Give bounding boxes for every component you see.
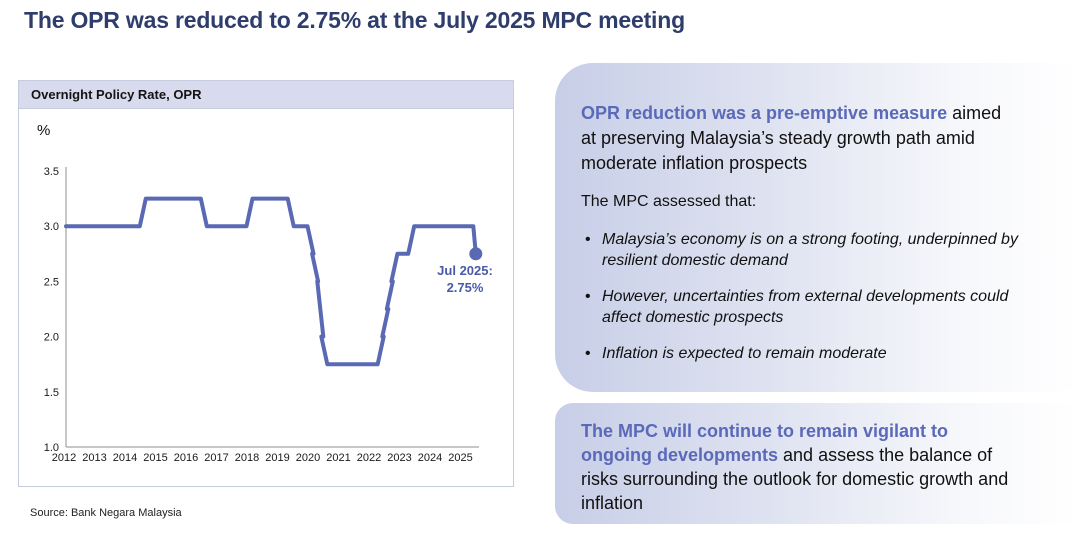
annotation-rate: 2.75% xyxy=(446,280,484,295)
y-tick-label: 3.0 xyxy=(44,221,59,233)
opr-step-line xyxy=(64,196,478,367)
x-tick-label: 2015 xyxy=(143,452,167,464)
annotation-date: Jul 2025: xyxy=(437,263,493,278)
opr-chart-panel: Overnight Policy Rate, OPR % 3.5 3.0 2.5 2.0… xyxy=(18,80,514,487)
chart-annotation: Jul 2025: 2.75% xyxy=(413,262,517,296)
chart-panel-title: Overnight Policy Rate, OPR xyxy=(19,81,513,109)
insight-lead: The MPC will continue to remain vigilant… xyxy=(581,419,1018,515)
x-tick-label: 2019 xyxy=(265,452,289,464)
x-tick-label: 2017 xyxy=(204,452,228,464)
x-tick-label: 2021 xyxy=(326,452,350,464)
page-title: The OPR was reduced to 2.75% at the July… xyxy=(24,7,685,33)
x-tick-label: 2018 xyxy=(235,452,259,464)
source-note: Source: Bank Negara Malaysia xyxy=(30,507,182,519)
chart-body: % 3.5 3.0 2.5 2.0 1.5 1.0 2012 2013 2014 2015 2016 2… xyxy=(19,109,513,486)
insight-body: and assess the balance of risks surround… xyxy=(581,445,1009,513)
y-axis-unit-label: % xyxy=(37,122,50,139)
x-tick-label: 2014 xyxy=(113,452,137,464)
list-item: Inflation is expected to remain moderate xyxy=(585,343,1018,364)
x-tick-label: 2023 xyxy=(387,452,411,464)
x-tick-label: 2020 xyxy=(296,452,320,464)
insight-lead: OPR reduction was a pre-emptive measure … xyxy=(581,101,1018,176)
y-tick-label: 2.5 xyxy=(44,276,59,288)
x-tick-label: 2013 xyxy=(82,452,106,464)
insight-heading: OPR reduction was a pre-emptive measure xyxy=(581,103,948,123)
insight-box-mpc-vigilant: The MPC will continue to remain vigilant… xyxy=(555,403,1080,524)
x-tick-label: 2024 xyxy=(418,452,442,464)
insight-heading: The MPC will continue to remain vigilant… xyxy=(581,421,949,465)
list-item: Malaysia’s economy is on a strong footin… xyxy=(585,229,1018,271)
y-tick-label: 1.5 xyxy=(44,387,59,399)
x-tick-label: 2016 xyxy=(174,452,198,464)
mpc-assessment-list: Malaysia’s economy is on a strong footin… xyxy=(581,229,1018,364)
y-tick-label: 2.0 xyxy=(44,332,59,344)
insight-box-opr-reduction: OPR reduction was a pre-emptive measure … xyxy=(555,63,1080,392)
mpc-assessed-intro: The MPC assessed that: xyxy=(581,193,757,210)
x-tick-label: 2025 xyxy=(448,452,472,464)
x-tick-label: 2022 xyxy=(357,452,381,464)
x-tick-label: 2012 xyxy=(52,452,76,464)
list-item: However, uncertainties from external dev… xyxy=(585,286,1018,328)
y-tick-label: 1.0 xyxy=(44,442,59,454)
insight-body: aimed at preserving Malaysia’s steady gr… xyxy=(581,103,1002,173)
latest-point-marker xyxy=(469,247,483,261)
y-tick-label: 3.5 xyxy=(44,166,59,178)
